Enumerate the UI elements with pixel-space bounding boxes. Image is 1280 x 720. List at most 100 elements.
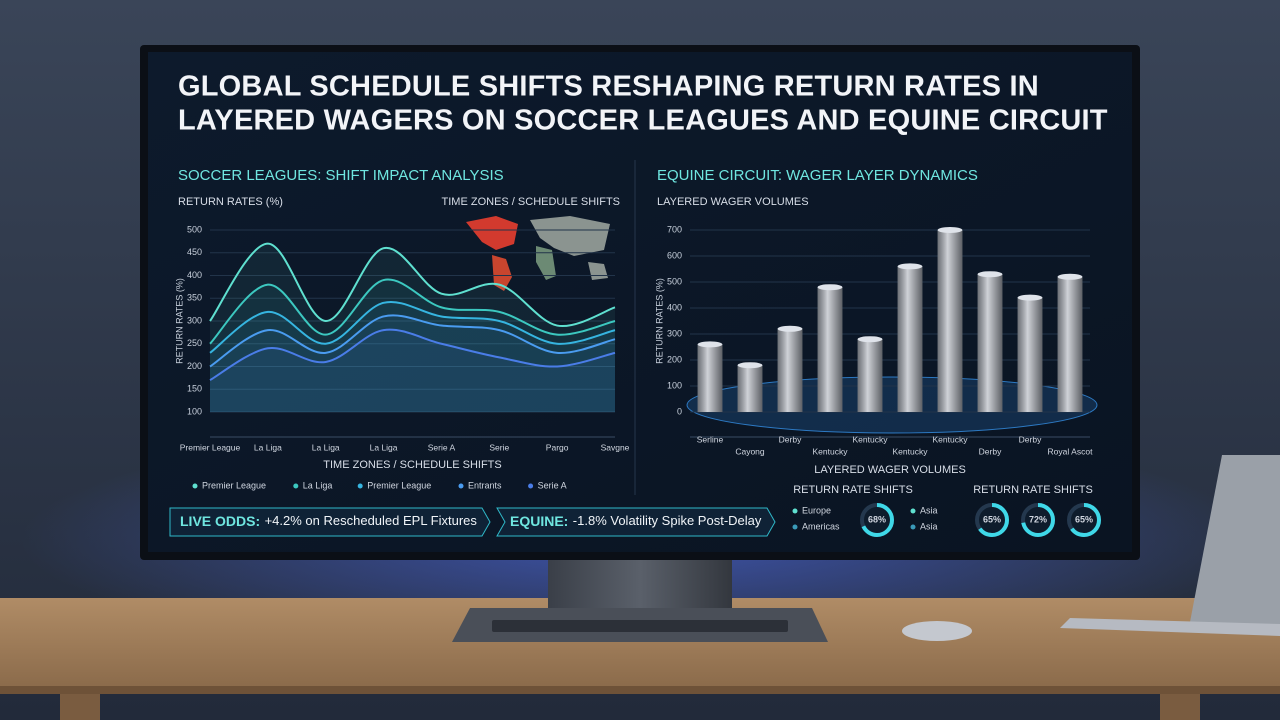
region-label: Asia bbox=[920, 521, 938, 531]
series-line bbox=[209, 242, 616, 328]
chart-subtitle: LAYERED WAGER VOLUMES bbox=[657, 196, 809, 208]
y-tick-label: 0 bbox=[677, 406, 682, 416]
chart-title: SOCCER LEAGUES: SHIFT IMPACT ANALYSIS bbox=[178, 167, 504, 184]
gauge-label: 65% bbox=[983, 514, 1001, 524]
x-tick-label: Cayong bbox=[735, 446, 765, 456]
bar-shading bbox=[817, 287, 843, 412]
ticker-text: LIVE ODDS: +4.2% on Rescheduled EPL Fixt… bbox=[180, 513, 477, 531]
title-line: GLOBAL SCHEDULE SHIFTS RESHAPING RETURN … bbox=[178, 71, 1039, 103]
series-area bbox=[210, 243, 615, 412]
map-land bbox=[536, 246, 556, 280]
bar-shading bbox=[897, 266, 923, 412]
laptop-base bbox=[1060, 618, 1280, 636]
gauge-label: 68% bbox=[868, 514, 886, 524]
chart-title: EQUINE CIRCUIT: WAGER LAYER DYNAMICS bbox=[657, 167, 978, 184]
legend-label: Premier League bbox=[202, 480, 266, 490]
y-tick-label: 400 bbox=[187, 270, 202, 280]
gauge-arc bbox=[860, 503, 894, 537]
map-land bbox=[530, 216, 610, 256]
region-dot bbox=[792, 508, 798, 514]
region-label: Europe bbox=[802, 505, 831, 515]
x-tick-label: Royal Ascot bbox=[1048, 446, 1094, 456]
region-dot bbox=[910, 524, 916, 530]
x-tick-label: Derby bbox=[1019, 434, 1042, 444]
x-tick-label: Premier League bbox=[180, 442, 241, 452]
bar-cap bbox=[897, 263, 923, 270]
bar-cap bbox=[737, 362, 763, 369]
map-label: TIME ZONES / SCHEDULE SHIFTS bbox=[442, 196, 620, 208]
x-tick-label: La Liga bbox=[370, 442, 398, 452]
ticker-box bbox=[169, 507, 491, 537]
title-line: LAYERED WAGERS ON SOCCER LEAGUES AND EQU… bbox=[178, 105, 1108, 137]
x-tick-label: Kentucky bbox=[933, 434, 969, 444]
screen bbox=[148, 52, 1132, 552]
y-tick-label: 250 bbox=[187, 338, 202, 348]
gauge-arc bbox=[1021, 503, 1055, 537]
bar-shading bbox=[937, 230, 963, 412]
chart-subtitle: RETURN RATES (%) bbox=[178, 196, 283, 208]
bar-cap bbox=[1057, 273, 1083, 280]
mouse bbox=[902, 621, 972, 641]
gauge-arc bbox=[975, 503, 1009, 537]
x-tick-label: Serline bbox=[697, 434, 724, 444]
legend-swatch bbox=[192, 483, 198, 489]
y-tick-label: 600 bbox=[667, 250, 682, 260]
ticker-text: EQUINE: -1.8% Volatility Spike Post-Dela… bbox=[510, 513, 762, 531]
y-tick-label: 700 bbox=[667, 224, 682, 234]
keyboard bbox=[492, 620, 788, 632]
bar-cap bbox=[777, 325, 803, 332]
legend-swatch bbox=[458, 483, 464, 489]
series-line bbox=[209, 278, 616, 345]
y-tick-label: 200 bbox=[187, 361, 202, 371]
y-tick-label: 300 bbox=[667, 328, 682, 338]
legend-label: Entrants bbox=[468, 480, 502, 490]
series-area bbox=[210, 315, 615, 412]
legend-swatch bbox=[357, 483, 363, 489]
y-tick-label: 300 bbox=[187, 315, 202, 325]
y-tick-label: 200 bbox=[667, 354, 682, 364]
desk-leg bbox=[60, 694, 100, 720]
x-tick-label: La Liga bbox=[312, 442, 340, 452]
x-tick-label: Serie A bbox=[428, 442, 456, 452]
bar-shading bbox=[857, 339, 883, 412]
ticker: EQUINE: -1.8% Volatility Spike Post-Dela… bbox=[496, 507, 776, 537]
bar-shading bbox=[977, 274, 1003, 412]
bar-shading bbox=[697, 344, 723, 412]
x-tick-label: Derby bbox=[979, 446, 1002, 456]
x-tick-label: La Liga bbox=[254, 442, 282, 452]
x-tick-label: Pargo bbox=[546, 442, 569, 452]
y-tick-label: 100 bbox=[187, 406, 202, 416]
x-tick-label: Savgne bbox=[601, 442, 630, 452]
series-area bbox=[210, 279, 615, 412]
y-tick-label: 450 bbox=[187, 247, 202, 257]
monitor-stand bbox=[548, 556, 732, 608]
bar-shading bbox=[777, 328, 803, 412]
bar-cap bbox=[817, 284, 843, 291]
y-tick-label: 350 bbox=[187, 293, 202, 303]
legend-label: Serie A bbox=[538, 480, 567, 490]
y-tick-label: 100 bbox=[667, 380, 682, 390]
bar-cap bbox=[977, 271, 1003, 278]
y-tick-label: 400 bbox=[667, 302, 682, 312]
desk-leg bbox=[1160, 694, 1200, 720]
bar-shading bbox=[1057, 276, 1083, 412]
x-tick-label: Kentucky bbox=[813, 446, 849, 456]
ticker-body: -1.8% Volatility Spike Post-Delay bbox=[573, 513, 762, 528]
gauge-arc bbox=[1067, 503, 1101, 537]
bar-cap bbox=[857, 336, 883, 343]
regions-title: RETURN RATE SHIFTS bbox=[793, 484, 913, 496]
bar-cap bbox=[1017, 294, 1043, 301]
ticker: LIVE ODDS: +4.2% on Rescheduled EPL Fixt… bbox=[169, 507, 491, 537]
map-land bbox=[466, 216, 518, 250]
ticker-label: LIVE ODDS: bbox=[180, 513, 260, 529]
desk-edge bbox=[0, 686, 1280, 694]
legend-swatch bbox=[528, 483, 534, 489]
y-tick-label: 150 bbox=[187, 384, 202, 394]
gauge-label: 72% bbox=[1029, 514, 1047, 524]
x-tick-label: Derby bbox=[779, 434, 802, 444]
region-label: Americas bbox=[802, 521, 840, 531]
y-axis-label: RETURN RATES (%) bbox=[174, 278, 184, 364]
